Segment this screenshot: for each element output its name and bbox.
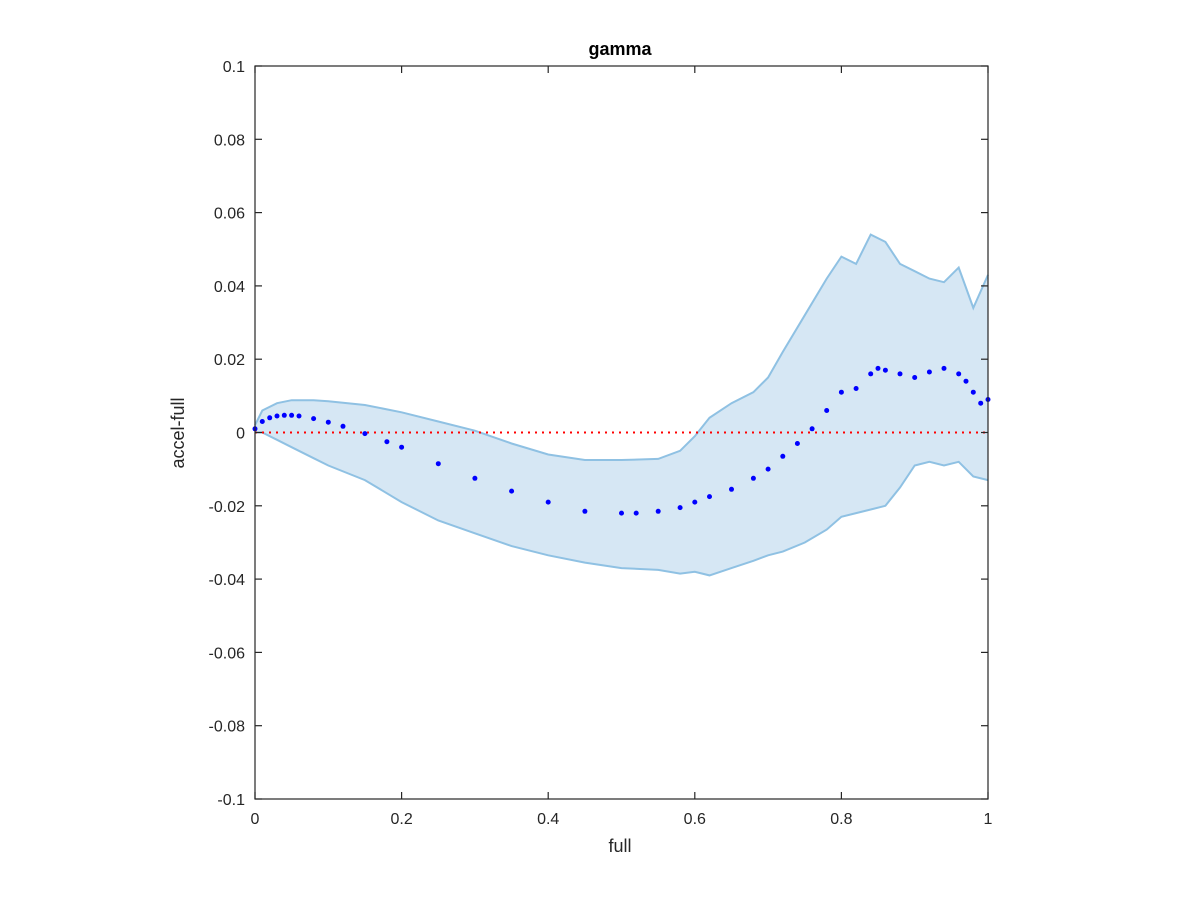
data-point xyxy=(729,486,734,492)
data-point xyxy=(267,415,273,421)
data-point xyxy=(875,365,881,371)
data-point xyxy=(809,426,815,432)
y-tick-label: 0.06 xyxy=(214,206,245,223)
y-tick-label: -0.04 xyxy=(209,572,246,589)
data-point xyxy=(692,499,698,505)
data-point xyxy=(384,439,390,445)
data-point xyxy=(655,508,661,514)
data-point xyxy=(882,367,888,373)
y-tick-label: 0 xyxy=(236,426,245,443)
data-point xyxy=(619,510,624,516)
data-point xyxy=(274,413,280,419)
x-tick-label: 0 xyxy=(251,811,260,828)
y-tick-label: 0.08 xyxy=(214,132,245,149)
data-point xyxy=(765,466,771,472)
y-tick-label: 0.04 xyxy=(214,279,245,296)
x-tick-label: 0.2 xyxy=(390,811,412,828)
data-point xyxy=(340,423,346,429)
data-point xyxy=(926,369,932,375)
data-point xyxy=(311,416,317,422)
x-tick-label: 0.6 xyxy=(684,811,706,828)
data-point xyxy=(868,371,874,377)
data-point xyxy=(897,371,903,377)
band-area xyxy=(255,234,988,576)
data-point xyxy=(399,444,405,450)
data-point xyxy=(912,375,918,380)
y-tick-label: 0.02 xyxy=(214,352,245,369)
data-point xyxy=(509,488,515,494)
data-point xyxy=(941,365,947,371)
y-axis-label: accel-full xyxy=(168,397,188,468)
y-tick-label: -0.02 xyxy=(209,499,246,516)
x-tick-label: 0.8 xyxy=(830,811,852,828)
data-point xyxy=(281,412,287,418)
data-point xyxy=(780,453,786,459)
data-point xyxy=(750,475,756,481)
data-point xyxy=(296,413,302,419)
y-tick-label: 0.1 xyxy=(223,59,245,76)
data-point xyxy=(435,461,441,467)
x-axis-label: full xyxy=(608,836,631,856)
data-point xyxy=(707,494,712,500)
plot-area: 0 0.2 0.4 0.6 0.8 1 -0.1 -0.08 -0.06 -0.04 -0.02 0 0… xyxy=(209,59,993,828)
data-point xyxy=(677,505,683,511)
data-point xyxy=(838,389,844,395)
band-upper-edge xyxy=(254,233,989,461)
data-point xyxy=(633,510,639,516)
data-point xyxy=(362,431,368,437)
y-tick-label: -0.08 xyxy=(209,719,246,736)
data-point xyxy=(970,389,976,395)
data-point xyxy=(325,419,331,425)
data-point xyxy=(978,400,984,406)
x-tick-label: 0.4 xyxy=(537,811,559,828)
y-tick-label: -0.06 xyxy=(209,645,246,662)
x-tick-label: 1 xyxy=(984,811,993,828)
data-point xyxy=(545,499,551,505)
data-point xyxy=(259,419,265,424)
chart-title: gamma xyxy=(588,39,652,59)
data-point xyxy=(853,386,859,391)
y-tick-label: -0.1 xyxy=(217,792,245,809)
data-point xyxy=(289,412,295,418)
data-point xyxy=(472,475,478,481)
data-point xyxy=(794,441,800,446)
data-point xyxy=(824,408,830,413)
data-point xyxy=(956,371,962,377)
band-lower-edge xyxy=(255,431,989,577)
data-point xyxy=(963,378,969,384)
data-point xyxy=(582,508,588,514)
